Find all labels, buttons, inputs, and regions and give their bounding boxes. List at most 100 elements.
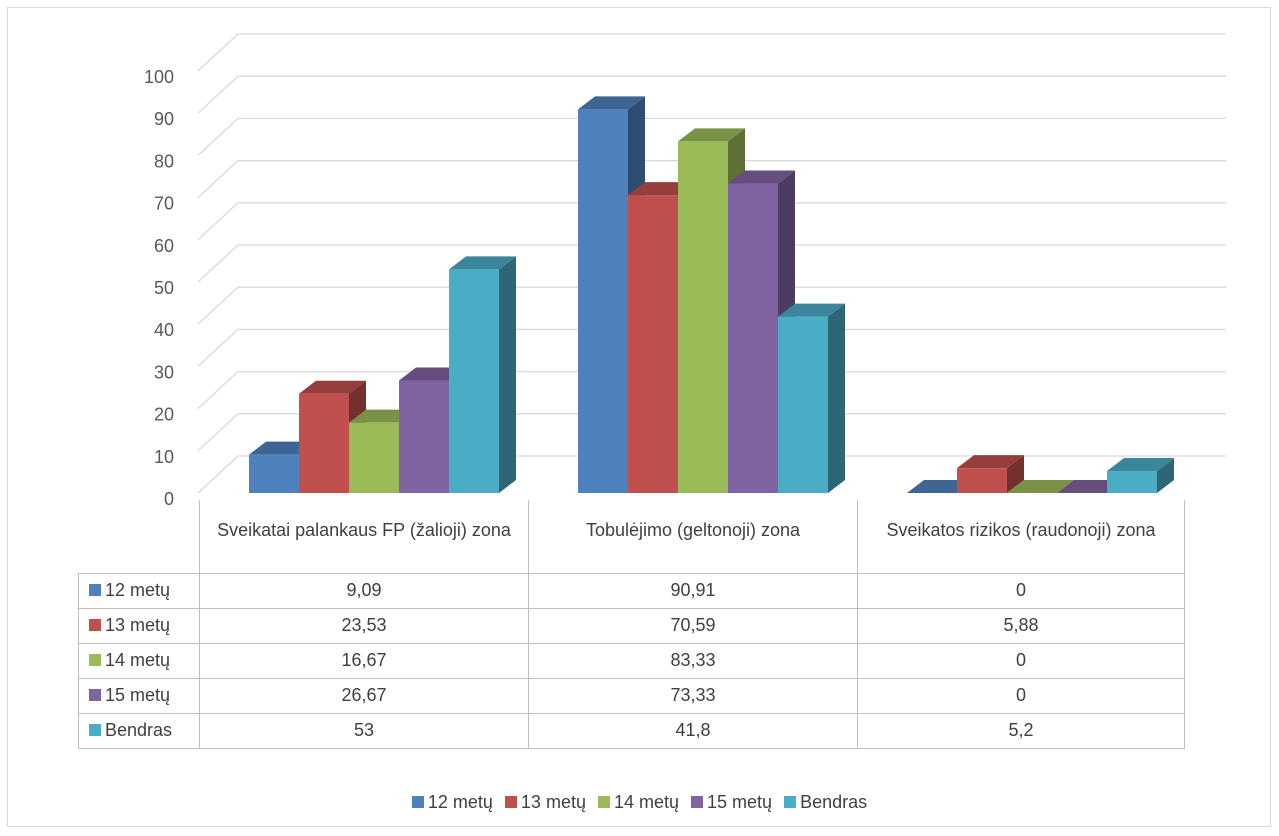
bar-front — [778, 316, 828, 493]
y-tick-label: 60 — [154, 236, 174, 256]
bar-top — [957, 455, 1024, 469]
bar-side — [1007, 455, 1024, 493]
series-swatch-icon — [89, 724, 101, 736]
bar-top — [299, 380, 366, 394]
series-name: 12 metų — [105, 580, 171, 600]
data-label: 5,88 — [857, 607, 1185, 644]
legend-swatch-icon — [504, 796, 517, 808]
bar-front — [349, 422, 399, 493]
gridline — [197, 455, 1226, 494]
legend-item: Bendras — [784, 792, 867, 813]
series-name: 13 metų — [105, 615, 171, 635]
series-name: 15 metų — [105, 685, 171, 705]
bar-top — [578, 96, 645, 110]
category-label: Tobulėjimo (geltonoji) zona — [528, 500, 858, 574]
bar-front — [249, 454, 299, 493]
category-label: Sveikatos rizikos (raudonoji) zona — [857, 500, 1185, 574]
bar-side — [828, 303, 845, 493]
bar-top — [728, 170, 795, 184]
legend-label: 14 metų — [613, 792, 680, 812]
y-tick-label: 10 — [154, 447, 174, 467]
legend-item: 14 metų — [597, 792, 680, 813]
data-label: 0 — [857, 642, 1185, 679]
legend-swatch-icon — [597, 796, 610, 808]
series-swatch-icon — [89, 619, 101, 631]
gridline — [197, 75, 1226, 114]
data-table: Sveikatai palankaus FP (žalioji) zona Tob… — [78, 500, 1185, 749]
bar-front — [578, 109, 628, 493]
y-tick-label: 0 — [164, 489, 174, 509]
legend-item: 12 metų — [411, 792, 493, 813]
legend-swatch-icon — [691, 796, 704, 808]
y-tick-label: 70 — [154, 194, 174, 214]
table-row: 12 metų 9,09 90,91 0 — [78, 572, 1185, 609]
gridline — [197, 33, 1226, 72]
bar-front — [628, 195, 678, 493]
series-row-label: 12 metų — [78, 572, 200, 609]
bar-side — [1157, 458, 1174, 493]
table-row: 14 metų 16,67 83,33 0 — [78, 642, 1185, 679]
bar — [957, 455, 1024, 493]
legend: 12 metų 13 metų 14 metų 15 metų Bendras — [0, 792, 1279, 813]
legend-swatch-icon — [784, 796, 797, 808]
gridline — [197, 413, 1226, 452]
data-label: 41,8 — [528, 712, 858, 749]
series-name: 14 metų — [105, 650, 171, 670]
bar-top — [678, 128, 745, 142]
gridline — [197, 370, 1226, 410]
legend-label: 12 metų — [427, 792, 493, 812]
gridline — [197, 244, 1226, 283]
data-label: 9,09 — [199, 572, 529, 609]
gridline — [197, 117, 1226, 156]
legend-item: 15 metų — [691, 792, 772, 813]
gridline — [197, 202, 1226, 241]
series-row-label: 14 metų — [78, 642, 200, 679]
bar-top — [778, 303, 845, 317]
bar-top — [1107, 458, 1174, 472]
y-tick-label: 50 — [154, 278, 174, 298]
y-axis-ticks: 0 10 20 30 40 50 60 70 80 90 100 — [144, 67, 174, 509]
legend-item: 13 metų — [504, 792, 586, 813]
bar-front — [1107, 471, 1157, 493]
table-header-row: Sveikatai palankaus FP (žalioji) zona Tob… — [78, 500, 1185, 574]
table-corner — [78, 500, 200, 573]
bar-side — [499, 256, 516, 493]
y-tick-label: 40 — [154, 320, 174, 340]
legend-label: 15 metų — [707, 792, 773, 812]
gridline — [197, 328, 1226, 367]
bar-front — [299, 393, 349, 493]
data-label: 83,33 — [528, 642, 858, 679]
bar-front — [678, 141, 728, 493]
data-label: 0 — [857, 572, 1185, 609]
legend-label: Bendras — [800, 792, 868, 812]
bar — [778, 303, 845, 493]
gridlines — [197, 33, 1226, 494]
series-row-label: 13 metų — [78, 607, 200, 644]
data-label: 53 — [199, 712, 529, 749]
y-tick-label: 30 — [154, 362, 174, 382]
y-tick-label: 100 — [144, 67, 174, 87]
data-label: 90,91 — [528, 572, 858, 609]
series-row-label: 15 metų — [78, 677, 200, 714]
y-tick-label: 20 — [154, 405, 174, 425]
table-row: 15 metų 26,67 73,33 0 — [78, 677, 1185, 714]
bar-front — [957, 468, 1007, 493]
series-swatch-icon — [89, 689, 101, 701]
bar — [449, 256, 516, 493]
bar-front — [399, 380, 449, 493]
y-tick-label: 80 — [154, 151, 174, 171]
data-label: 73,33 — [528, 677, 858, 714]
legend-swatch-icon — [411, 796, 424, 808]
data-label: 0 — [857, 677, 1185, 714]
series-row-label: Bendras — [78, 712, 200, 749]
data-label: 26,67 — [199, 677, 529, 714]
category-label: Sveikatai palankaus FP (žalioji) zona — [199, 500, 529, 574]
table-row: Bendras 53 41,8 5,2 — [78, 712, 1185, 749]
data-label: 23,53 — [199, 607, 529, 644]
data-label: 70,59 — [528, 607, 858, 644]
bar-front — [728, 183, 778, 493]
legend-label: 13 metų — [520, 792, 586, 812]
series-swatch-icon — [89, 584, 101, 596]
data-label: 5,2 — [857, 712, 1185, 749]
